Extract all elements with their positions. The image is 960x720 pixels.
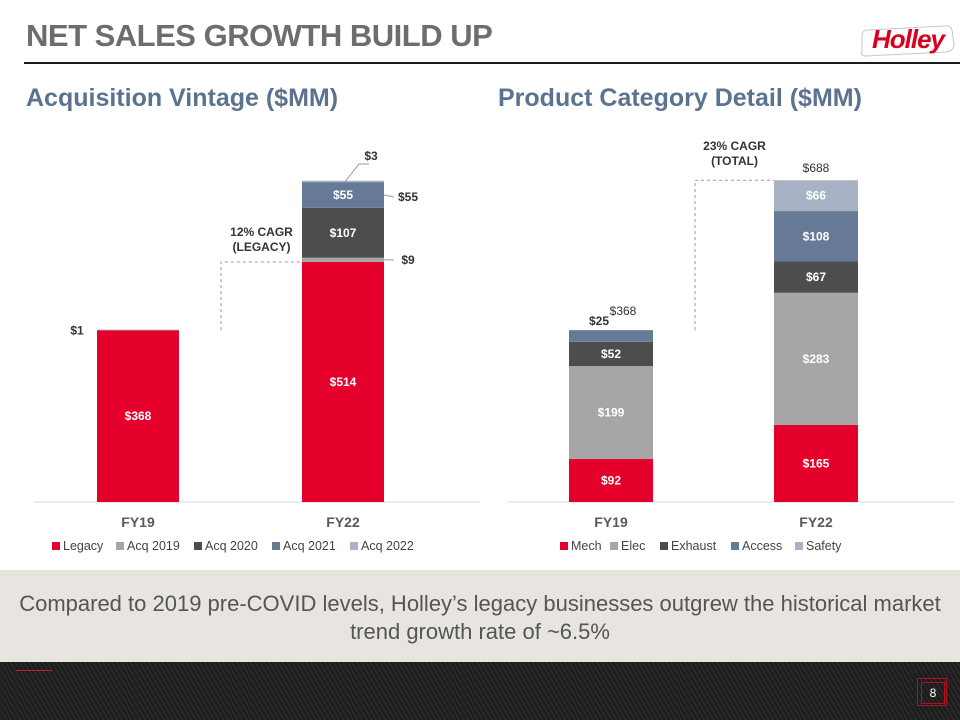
data-label: $165 (803, 456, 830, 470)
legend-swatch (731, 542, 739, 550)
logo-text: Holley (872, 24, 947, 54)
cagr-annotation-line: (TOTAL) (711, 154, 758, 168)
legend-swatch (610, 542, 618, 550)
charts-canvas: $368 $1 FY19 $514 $9 $107 $55 $55 $3 FY22 12% CAGR… (34, 139, 954, 553)
legend-swatch (795, 542, 803, 550)
legend-swatch (116, 542, 124, 550)
bar-fy22-legacy (302, 261, 384, 502)
x-tick-label: FY22 (326, 514, 360, 530)
data-label: $67 (806, 270, 826, 284)
bar-fy19-acq-2019 (97, 329, 179, 331)
page-number: 8 (921, 682, 945, 704)
x-tick-label: FY19 (594, 514, 628, 530)
total-label: $688 (803, 161, 830, 175)
footer-accent-line (16, 670, 52, 671)
cagr-annotation: 23% CAGR (TOTAL) (703, 139, 766, 168)
legend-swatch (350, 542, 358, 550)
bar-fy22-acq-2022 (302, 180, 384, 183)
bar-fy22-acq-2020 (302, 207, 384, 258)
bar-fy19-exhaust (569, 341, 653, 367)
legend-label: Exhaust (671, 539, 717, 553)
data-label: $3 (364, 149, 378, 163)
leader-line (383, 194, 395, 198)
page-number-box: 8 (917, 678, 947, 706)
slide-title: NET SALES GROWTH BUILD UP (26, 18, 493, 53)
cagr-annotation-line: 12% CAGR (230, 225, 293, 239)
legend-label: Legacy (63, 539, 104, 553)
bar-fy19-legacy (97, 330, 179, 502)
bar-fy19-elec (569, 366, 653, 460)
cagr-annotation-line: 23% CAGR (703, 139, 766, 153)
legend-label: Safety (806, 539, 842, 553)
cagr-connector (694, 179, 774, 331)
cagr-annotation-line: (LEGACY) (233, 240, 291, 254)
title-divider (24, 62, 960, 64)
total-label: $368 (610, 304, 637, 318)
legend-label: Acq 2020 (205, 539, 258, 553)
data-label: $92 (601, 474, 621, 488)
legend-label: Acq 2019 (127, 539, 180, 553)
data-label: $66 (806, 189, 826, 203)
bar-fy22-exhaust (774, 261, 858, 293)
data-label: $55 (333, 188, 353, 202)
data-label: $25 (589, 314, 609, 328)
legend-swatch (194, 542, 202, 550)
bar-fy22-safety (774, 180, 858, 212)
holley-logo: Holley (861, 24, 955, 57)
bar-fy22-acq-2019 (302, 257, 384, 262)
subtitle-acquisition-vintage: Acquisition Vintage ($MM) (26, 84, 339, 112)
legend-swatch (52, 542, 60, 550)
bar-fy19-mech (569, 459, 653, 502)
bar-fy22-access (774, 211, 858, 262)
data-label: $9 (401, 253, 415, 267)
bar-fy22-mech (774, 424, 858, 502)
data-label: $199 (598, 406, 625, 420)
data-label: $514 (330, 375, 357, 389)
x-tick-label: FY22 (799, 514, 833, 530)
data-label: $283 (803, 352, 830, 366)
bar-fy22-acq-2021 (302, 182, 384, 208)
x-tick-label: FY19 (121, 514, 155, 530)
data-label: $1 (70, 324, 84, 338)
legend-swatch (660, 542, 668, 550)
data-label: $52 (601, 347, 621, 361)
bar-fy22-elec (774, 292, 858, 425)
leader-line (344, 163, 369, 183)
legend-label: Access (742, 539, 782, 553)
legend-label: Elec (621, 539, 645, 553)
legend-label: Acq 2022 (361, 539, 414, 553)
data-label: $55 (398, 190, 418, 204)
bar-fy19-access (569, 330, 653, 342)
data-label: $107 (330, 226, 357, 240)
data-label: $368 (125, 409, 152, 423)
cagr-connector (220, 261, 302, 331)
callout-text: Compared to 2019 pre-COVID levels, Holle… (19, 591, 941, 644)
footer-bar: 8 (0, 662, 960, 720)
legend-swatch (560, 542, 568, 550)
callout-box: Compared to 2019 pre-COVID levels, Holle… (0, 570, 960, 662)
subtitle-product-category: Product Category Detail ($MM) (498, 84, 862, 112)
legend-swatch (272, 542, 280, 550)
legend-label: Acq 2021 (283, 539, 336, 553)
data-label: $108 (803, 229, 830, 243)
legend-label: Mech (571, 539, 602, 553)
cagr-annotation: 12% CAGR (LEGACY) (230, 225, 293, 254)
